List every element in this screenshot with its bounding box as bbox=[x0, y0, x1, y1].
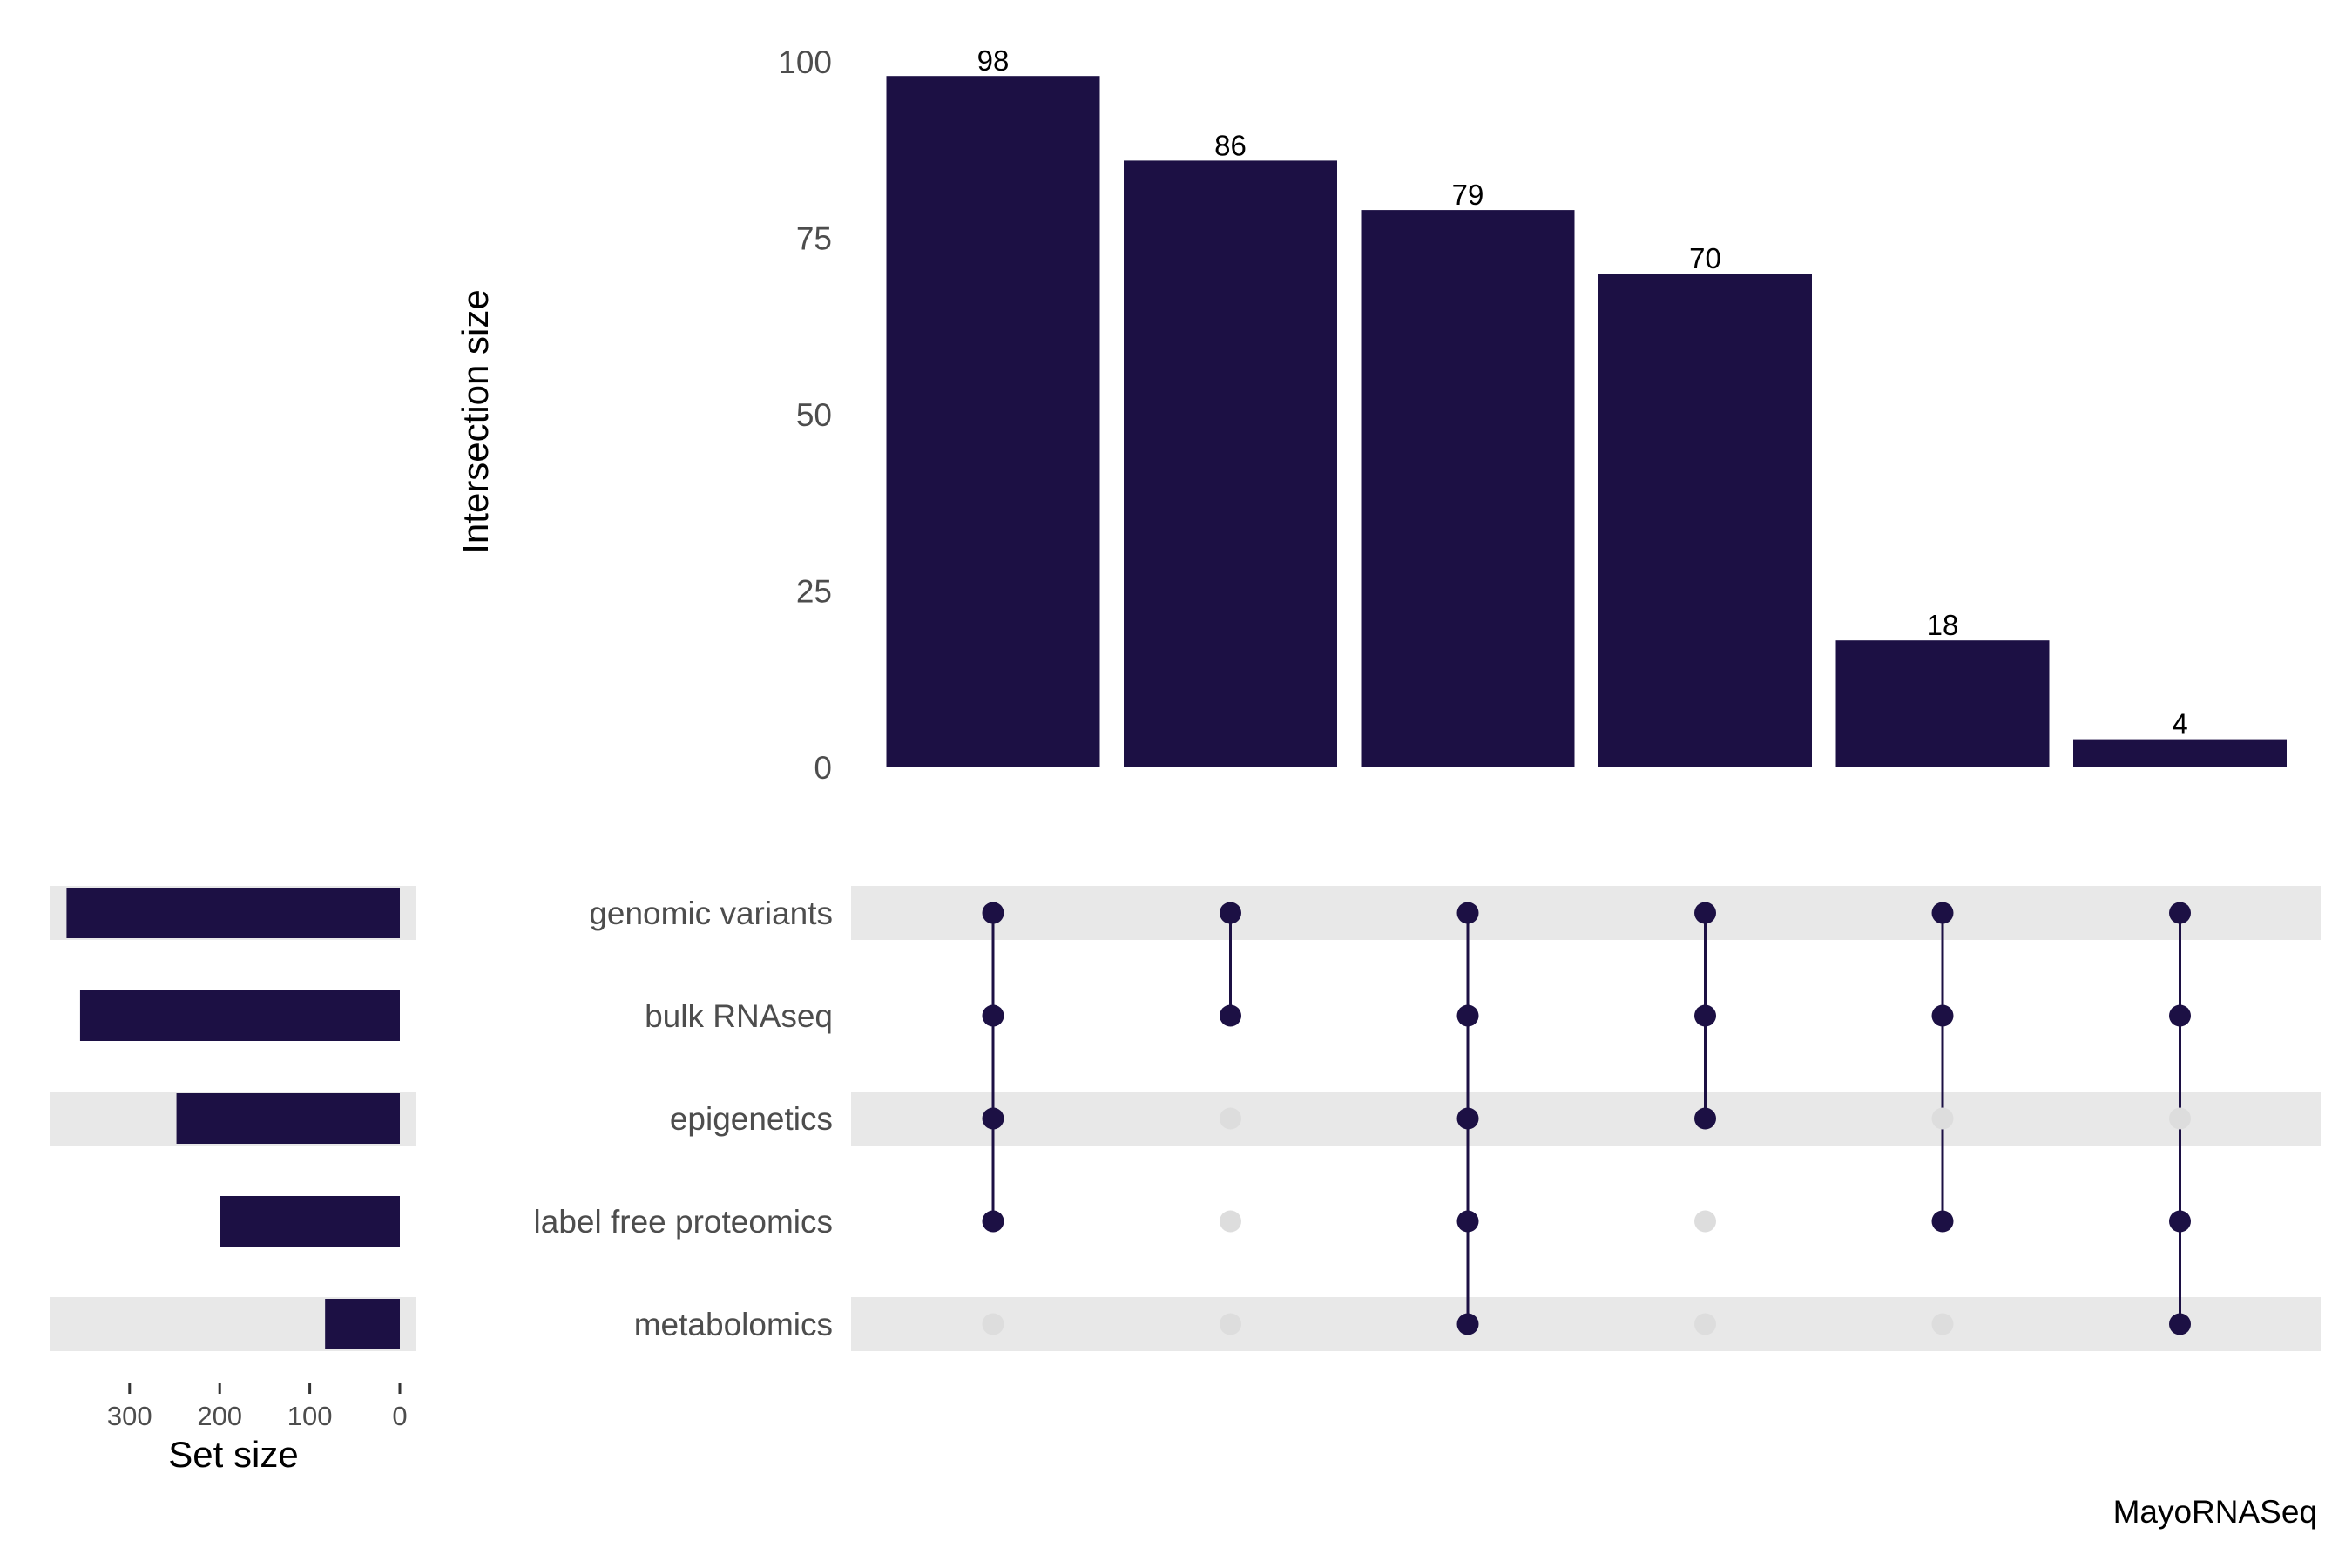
member-dot bbox=[982, 902, 1004, 924]
set-size-tick-label: 100 bbox=[287, 1401, 333, 1431]
member-dot bbox=[1931, 1210, 1954, 1233]
y-axis-title: Intersection size bbox=[455, 289, 496, 553]
matrix-row-stripe bbox=[851, 886, 2321, 940]
set-size-bar bbox=[220, 1196, 400, 1247]
non-member-dot bbox=[1220, 1313, 1241, 1335]
non-member-dot bbox=[982, 1313, 1004, 1335]
member-dot bbox=[2169, 1004, 2191, 1027]
set-size-bar bbox=[79, 990, 401, 1041]
set-name-label: bulk RNAseq bbox=[645, 998, 833, 1034]
member-dot bbox=[1456, 1313, 1479, 1335]
member-dot bbox=[1931, 1004, 1954, 1027]
intersection-value-labels: 98 86 79 70 18 4 bbox=[977, 44, 2188, 740]
set-size-tick-label: 0 bbox=[392, 1401, 407, 1431]
intersection-bar bbox=[1124, 160, 1337, 767]
member-dot bbox=[1456, 902, 1479, 924]
member-dot bbox=[2169, 902, 2191, 924]
member-dot bbox=[982, 1107, 1004, 1130]
set-size-bars bbox=[66, 888, 401, 1349]
intersection-value-label: 4 bbox=[2172, 708, 2187, 740]
intersection-value-label: 86 bbox=[1214, 129, 1247, 161]
set-size-bar bbox=[176, 1093, 400, 1144]
set-name-label: label free proteomics bbox=[534, 1204, 833, 1240]
member-dot bbox=[1220, 902, 1241, 924]
y-tick-label: 0 bbox=[814, 750, 832, 786]
matrix-row-stripe bbox=[851, 1297, 2321, 1351]
intersection-value-label: 18 bbox=[1927, 609, 1959, 641]
member-dot bbox=[982, 1004, 1004, 1027]
set-name-label: metabolomics bbox=[634, 1307, 833, 1342]
intersection-y-axis: 0 25 50 75 100 bbox=[778, 44, 832, 786]
non-member-dot bbox=[1694, 1313, 1716, 1335]
y-tick-label: 50 bbox=[796, 397, 832, 433]
intersection-bar bbox=[1598, 274, 1812, 767]
member-dot bbox=[2169, 1210, 2191, 1233]
member-dot bbox=[1456, 1004, 1479, 1027]
set-name-labels: genomic variants bulk RNAseq epigenetics la… bbox=[534, 896, 833, 1342]
set-size-bar bbox=[66, 888, 401, 938]
set-size-tick-label: 200 bbox=[197, 1401, 242, 1431]
intersection-value-label: 79 bbox=[1452, 179, 1484, 211]
y-tick-label: 75 bbox=[796, 221, 832, 257]
member-dot bbox=[1694, 902, 1716, 924]
non-member-dot bbox=[1220, 1107, 1241, 1130]
matrix-row-stripes bbox=[851, 886, 2321, 1351]
y-tick-label: 25 bbox=[796, 574, 832, 610]
set-size-axis: 300 200 100 0 bbox=[107, 1383, 408, 1431]
member-dot bbox=[1456, 1210, 1479, 1233]
non-member-dot bbox=[2169, 1107, 2191, 1130]
intersection-value-label: 70 bbox=[1689, 242, 1721, 274]
member-dot bbox=[1931, 902, 1954, 924]
matrix-row-stripe bbox=[851, 1092, 2321, 1146]
set-name-label: epigenetics bbox=[670, 1101, 833, 1137]
intersection-bar bbox=[1835, 640, 2050, 767]
member-dot bbox=[1694, 1107, 1716, 1130]
intersection-bar bbox=[2073, 739, 2287, 767]
member-dot bbox=[982, 1210, 1004, 1233]
intersection-bar bbox=[1361, 210, 1575, 768]
non-member-dot bbox=[1694, 1210, 1716, 1233]
intersection-bars bbox=[886, 76, 2287, 768]
intersection-bar bbox=[886, 76, 1100, 767]
intersection-value-label: 98 bbox=[977, 44, 1010, 77]
member-dot bbox=[1220, 1004, 1241, 1027]
set-size-tick-label: 300 bbox=[107, 1401, 152, 1431]
set-size-bar bbox=[325, 1299, 400, 1349]
set-size-axis-title: Set size bbox=[168, 1434, 298, 1475]
member-dot bbox=[2169, 1313, 2191, 1335]
member-dot bbox=[1456, 1107, 1479, 1130]
non-member-dot bbox=[1931, 1313, 1954, 1335]
membership-matrix bbox=[982, 902, 2191, 1335]
non-member-dot bbox=[1931, 1107, 1954, 1130]
non-member-dot bbox=[1220, 1210, 1241, 1233]
set-name-label: genomic variants bbox=[589, 896, 833, 931]
member-dot bbox=[1694, 1004, 1716, 1027]
y-tick-label: 100 bbox=[778, 44, 832, 80]
caption: MayoRNASeq bbox=[2113, 1494, 2317, 1530]
